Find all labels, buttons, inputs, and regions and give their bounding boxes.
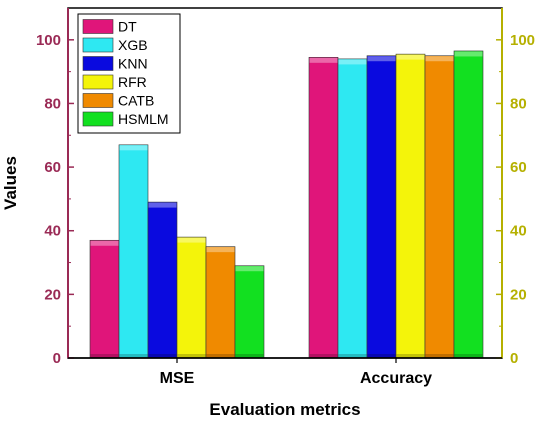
bar-knn-mse: [147, 201, 178, 359]
bar-cap-dt-accuracy: [309, 57, 338, 63]
bar-cap-catb-mse: [206, 247, 235, 253]
bar-base-rfr-accuracy: [396, 354, 425, 358]
bar-base-xgb-accuracy: [338, 354, 367, 358]
left-tick-label: 100: [36, 32, 61, 49]
bar-rfr-accuracy: [395, 53, 426, 359]
bar-base-knn-mse: [148, 354, 177, 358]
right-tick-label: 100: [510, 32, 535, 49]
legend-label-dt: DT: [118, 19, 137, 35]
bar-base-hsmlm-accuracy: [454, 354, 483, 358]
bar-base-rfr-mse: [177, 354, 206, 358]
left-tick-label: 20: [44, 286, 61, 303]
legend-label-knn: KNN: [118, 56, 148, 72]
bar-base-catb-mse: [206, 354, 235, 358]
right-tick-label: 40: [510, 223, 527, 240]
bar-cap-xgb-mse: [119, 145, 148, 151]
x-axis: MSE Accuracy: [68, 357, 502, 387]
y-axis-title: Values: [1, 156, 20, 210]
bar-cap-xgb-accuracy: [338, 59, 367, 65]
right-tick-label: 0: [510, 350, 518, 367]
bar-cap-rfr-mse: [177, 237, 206, 243]
bar-xgb-mse: [118, 144, 149, 359]
bar-cap-hsmlm-accuracy: [454, 51, 483, 57]
bar-base-xgb-mse: [119, 354, 148, 358]
bar-xgb-accuracy: [337, 58, 368, 359]
legend-swatch-hsmlm: [82, 111, 114, 127]
left-tick-label: 80: [44, 95, 61, 112]
legend-label-catb: CATB: [118, 93, 154, 109]
left-tick-label: 0: [53, 350, 61, 367]
left-tick-label: 60: [44, 159, 61, 176]
bar-dt-accuracy: [308, 57, 339, 359]
bar-dt-mse: [89, 239, 120, 359]
legend-swatch-catb: [82, 93, 114, 108]
bar-catb-accuracy: [424, 55, 455, 359]
bar-cap-dt-mse: [90, 240, 119, 246]
bar-cap-knn-accuracy: [367, 56, 396, 62]
left-tick-label: 40: [44, 223, 61, 240]
bar-base-catb-accuracy: [425, 354, 454, 358]
bar-base-knn-accuracy: [367, 354, 396, 358]
bar-cap-hsmlm-mse: [235, 266, 264, 272]
bar-hsmlm-accuracy: [453, 50, 484, 359]
bar-base-dt-mse: [90, 354, 119, 358]
right-tick-label: 20: [510, 286, 527, 303]
x-category-label: MSE: [160, 370, 195, 387]
x-axis-title: Evaluation metrics: [209, 400, 360, 419]
bar-cap-knn-mse: [148, 202, 177, 208]
bar-rfr-mse: [176, 236, 207, 359]
bar-catb-mse: [205, 246, 236, 359]
right-tick-label: 80: [510, 95, 527, 112]
right-y-axis: 0 20 40 60 80 100: [496, 8, 535, 367]
bar-hsmlm-mse: [234, 265, 265, 359]
bar-cap-rfr-accuracy: [396, 54, 425, 60]
bar-cap-catb-accuracy: [425, 56, 454, 62]
legend-swatch-dt: [82, 19, 114, 34]
legend-swatch-rfr: [82, 74, 114, 90]
bar-base-hsmlm-mse: [235, 354, 264, 358]
x-category-label: Accuracy: [360, 370, 432, 387]
legend-swatch-xgb: [82, 37, 114, 53]
bars-layer: [89, 50, 484, 359]
bar-knn-accuracy: [366, 55, 397, 359]
legend-swatch-knn: [82, 56, 114, 71]
legend-label-rfr: RFR: [118, 74, 147, 90]
right-tick-label: 60: [510, 159, 527, 176]
legend-label-hsmlm: HSMLM: [118, 111, 169, 127]
bar-base-dt-accuracy: [309, 354, 338, 358]
legend: DT XGB KNN RFR CATB HSMLM: [77, 13, 181, 134]
legend-label-xgb: XGB: [118, 37, 148, 53]
left-y-axis: 0 20 40 60 80 100: [36, 8, 74, 367]
